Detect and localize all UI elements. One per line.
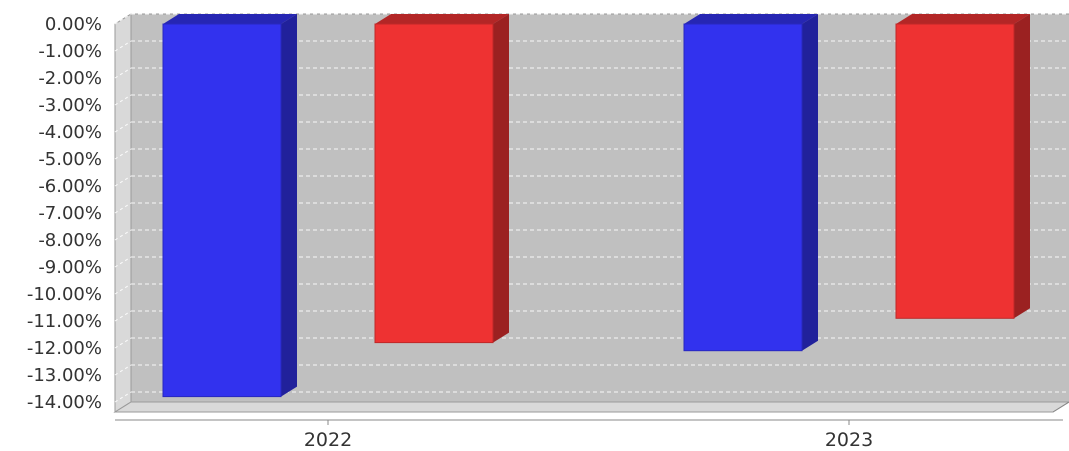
bar-2023-series-2: [895, 14, 1030, 319]
bar-side-face: [1014, 14, 1030, 319]
bar-side-face: [281, 14, 297, 397]
bar-front-face: [162, 23, 282, 398]
bars: [162, 14, 1030, 398]
plot-back-wall: [131, 14, 1069, 402]
y-tick-label: -2.00%: [38, 68, 102, 89]
bar-top-face: [375, 14, 509, 24]
x-axis: [115, 401, 1069, 421]
x-axis-right-edge: [1052, 401, 1069, 413]
bar-2023-series-1: [683, 14, 818, 352]
y-tick-label: -9.00%: [38, 257, 102, 278]
plot-left-wall: [114, 13, 132, 413]
bar-side-face: [493, 14, 509, 343]
y-tick-label: -5.00%: [38, 149, 102, 170]
plot-background: [113, 13, 1069, 413]
bar-top-face: [684, 14, 818, 24]
bar-top-face: [896, 14, 1030, 24]
bar-front-face: [374, 23, 494, 344]
y-tick-label: -11.00%: [27, 311, 102, 332]
bar-2022-series-2: [374, 14, 509, 344]
y-tick-label: -6.00%: [38, 176, 102, 197]
y-tick-label: -14.00%: [27, 392, 102, 413]
x-tick-label: 2022: [304, 429, 352, 451]
y-tick-label: -10.00%: [27, 284, 102, 305]
y-tick-label: -4.00%: [38, 122, 102, 143]
y-tick-label: -8.00%: [38, 230, 102, 251]
y-tick-label: -1.00%: [38, 41, 102, 62]
y-tick-label: -3.00%: [38, 95, 102, 116]
bar-front-face: [895, 23, 1015, 319]
y-tick-label: -13.00%: [27, 365, 102, 386]
plot-floor: [113, 401, 1069, 413]
x-tick-label: 2023: [825, 429, 873, 451]
x-axis-tick-labels: 2022 2023: [304, 420, 873, 451]
bar-side-face: [802, 14, 818, 351]
y-tick-label: -12.00%: [27, 338, 102, 359]
bar-top-face: [163, 14, 297, 24]
y-axis-tick-labels: 0.00% -1.00% -2.00% -3.00% -4.00% -5.00% -6.00…: [27, 14, 102, 413]
y-tick-label: 0.00%: [45, 14, 102, 35]
bar-2022-series-1: [162, 14, 297, 398]
y-tick-label: -7.00%: [38, 203, 102, 224]
bar-front-face: [683, 23, 803, 352]
